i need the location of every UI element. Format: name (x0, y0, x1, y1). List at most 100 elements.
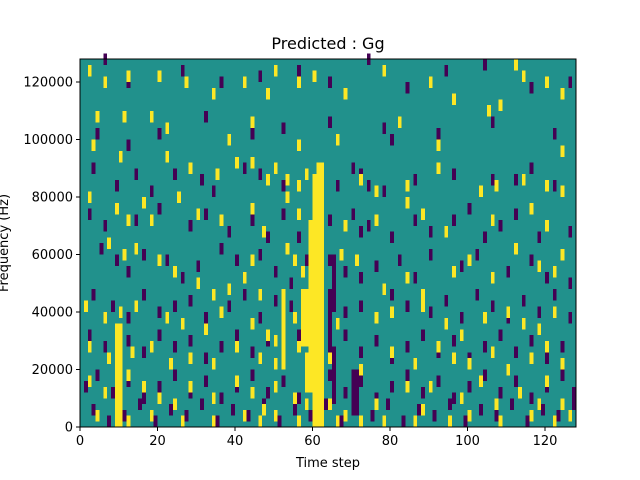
heatmap-cell-low (246, 409, 251, 422)
heatmap-high-band (316, 162, 325, 174)
heatmap-cell-low (103, 340, 108, 353)
heatmap-cell-low (514, 346, 518, 358)
heatmap-cell-low (200, 398, 204, 410)
heatmap-cell-high (343, 87, 348, 100)
heatmap-cell-high (169, 358, 173, 370)
heatmap-cell-low (114, 254, 119, 266)
heatmap-cell-high (293, 254, 297, 266)
heatmap-cell-low (479, 404, 483, 416)
heatmap-cell-low (250, 369, 255, 381)
heatmap-cell-high (560, 87, 565, 100)
heatmap-cell-low (510, 398, 514, 410)
heatmap-cell-high (118, 306, 123, 318)
heatmap-cell-low (95, 369, 100, 381)
heatmap-cell-high (126, 70, 131, 82)
heatmap-cell-high (273, 409, 278, 422)
heatmap-cell-low (343, 386, 348, 399)
heatmap-cell-high (498, 99, 503, 111)
heatmap-cell-low (122, 409, 127, 422)
heatmap-cell-low (258, 312, 263, 324)
heatmap-low-band (328, 289, 332, 347)
heatmap-cell-high (374, 312, 379, 324)
heatmap-cell-high (405, 179, 410, 192)
heatmap-cell-high (211, 392, 216, 404)
heatmap-cell-high (413, 415, 418, 427)
heatmap-cell-high (215, 168, 220, 180)
heatmap-cell-high (103, 312, 108, 324)
heatmap-cell-low (87, 208, 92, 220)
heatmap-cell-low (560, 340, 565, 353)
y-tick-label: 80000 (32, 191, 73, 206)
heatmap-cell-high (428, 381, 433, 393)
heatmap-cell-high (405, 197, 410, 209)
heatmap-cell-low (490, 300, 495, 312)
heatmap-cell-high (537, 323, 542, 335)
chart-title: Predicted : Gg (271, 34, 384, 53)
heatmap-cell-high (196, 208, 201, 220)
heatmap-cell-high (235, 156, 239, 169)
heatmap-cell-low (157, 202, 162, 215)
heatmap-cell-low (142, 289, 146, 301)
heatmap-cell-high (250, 202, 255, 215)
heatmap-cell-low (297, 392, 301, 404)
heatmap-cell-high (374, 214, 379, 226)
heatmap-cell-low (180, 64, 185, 77)
heatmap-cell-high (196, 277, 201, 289)
heatmap-cell-high (273, 358, 278, 370)
heatmap-cell-low (343, 329, 348, 341)
y-tick-label: 120000 (23, 76, 73, 91)
heatmap-cell-high (560, 248, 565, 261)
heatmap-cell-high (436, 340, 441, 353)
heatmap-cell-high (359, 363, 363, 376)
heatmap-cell-low (153, 415, 158, 427)
heatmap-high-band (300, 289, 309, 347)
heatmap-cell-high (494, 398, 499, 410)
heatmap-cell-low (188, 294, 193, 307)
heatmap-cell-high (173, 398, 177, 410)
heatmap-cell-low (537, 231, 542, 243)
heatmap-cell-high (149, 214, 154, 226)
heatmap-cell-low (428, 225, 433, 238)
heatmap-cell-low (328, 214, 332, 226)
y-axis-label: Frequency (Hz) (0, 194, 12, 292)
heatmap-cell-high (486, 105, 491, 117)
heatmap-cell-high (227, 133, 232, 146)
heatmap-cell-high (176, 191, 181, 203)
heatmap-cell-high (537, 260, 542, 272)
heatmap-cell-high (188, 162, 193, 174)
heatmap-cell-high (134, 300, 139, 312)
heatmap-cell-low (405, 369, 410, 381)
heatmap-cell-low (459, 312, 464, 324)
heatmap-cell-high (343, 220, 348, 232)
heatmap-cell-low (483, 231, 487, 243)
heatmap-cell-high (552, 306, 557, 318)
heatmap-cell-high (537, 398, 542, 410)
heatmap-cell-low (235, 254, 239, 266)
heatmap-cell-low (242, 162, 247, 174)
heatmap-cell-high (149, 409, 154, 422)
heatmap-cell-high (545, 220, 549, 232)
heatmap-cell-high (397, 116, 402, 128)
heatmap-cell-low (537, 306, 542, 318)
heatmap-cell-low (149, 185, 154, 197)
heatmap-cell-low (452, 335, 456, 347)
heatmap-cell-low (405, 82, 410, 94)
heatmap-cell-low (552, 128, 557, 140)
heatmap-cell-high (568, 409, 573, 422)
heatmap-cell-high (250, 386, 255, 399)
heatmap-cell-low (401, 415, 406, 427)
heatmap-cell-low (219, 340, 224, 353)
heatmap-cell-low (556, 409, 561, 422)
heatmap-cell-low (343, 266, 348, 278)
heatmap-cell-low (475, 289, 480, 301)
heatmap-cell-low (529, 335, 534, 347)
heatmap-cell-high (452, 93, 456, 105)
heatmap-cell-low (107, 415, 111, 427)
heatmap-cell-high (521, 70, 526, 82)
heatmap-cell-high (126, 415, 131, 427)
heatmap-cell-low (560, 369, 565, 381)
heatmap-cell-low (281, 375, 286, 387)
heatmap-cell-low (390, 133, 394, 146)
heatmap-cell-high (436, 162, 441, 174)
heatmap-high-band (312, 174, 325, 427)
